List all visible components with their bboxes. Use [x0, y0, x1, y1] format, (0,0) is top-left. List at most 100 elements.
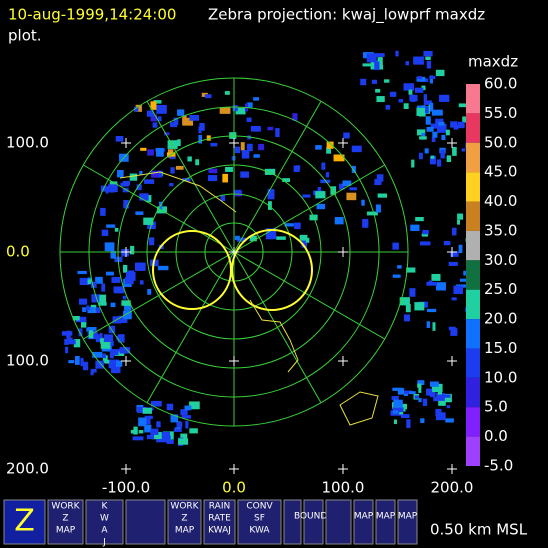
echo	[64, 338, 69, 345]
colorbar-label: 60.0	[484, 75, 517, 93]
echo	[177, 139, 181, 147]
echo	[173, 117, 179, 125]
echo	[321, 162, 326, 170]
echo	[139, 193, 149, 201]
echo	[441, 134, 446, 141]
echo	[182, 178, 191, 182]
echo	[80, 357, 84, 367]
echo	[457, 213, 464, 220]
echo	[452, 146, 457, 156]
title-line2: plot.	[8, 27, 42, 45]
echo	[418, 152, 423, 160]
datetime: 10-aug-1999,14:24:00	[8, 6, 176, 24]
y-axis-label: 100.0	[6, 134, 49, 152]
echo	[105, 186, 109, 194]
echo	[366, 211, 378, 216]
toolbar-button[interactable]	[397, 499, 418, 545]
button-label: Z	[14, 504, 35, 539]
echo	[457, 121, 465, 129]
toolbar-button[interactable]	[203, 499, 236, 545]
echo	[403, 103, 409, 109]
echo	[170, 167, 175, 174]
button-label: RATE	[208, 514, 231, 524]
echo	[419, 241, 431, 246]
echo	[110, 302, 116, 308]
toolbar-button[interactable]	[353, 499, 374, 545]
echo	[422, 398, 428, 406]
toolbar-button[interactable]	[325, 499, 352, 545]
echo	[392, 410, 399, 414]
echo	[431, 383, 443, 393]
toolbar-button[interactable]	[303, 499, 324, 545]
echo	[399, 297, 410, 306]
radial	[146, 101, 235, 253]
echo	[430, 381, 439, 387]
echo	[375, 204, 381, 213]
echo	[79, 278, 90, 286]
colorbar: 60.0 55.0 50.0 45.0 40.0 35.0 30.0 25.0 20.0 15.0…	[466, 75, 517, 475]
echo	[404, 314, 411, 322]
button-label: WORK	[170, 502, 199, 512]
echo	[189, 428, 198, 434]
echo	[157, 116, 162, 122]
echo	[130, 245, 135, 255]
echo	[121, 248, 129, 257]
echo	[425, 56, 431, 61]
echo	[95, 307, 101, 314]
echo	[459, 278, 468, 282]
echo	[99, 332, 103, 340]
toolbar-button[interactable]	[167, 499, 202, 545]
radial	[233, 251, 322, 403]
echo	[234, 146, 241, 154]
echo	[187, 156, 192, 162]
echo	[436, 392, 445, 401]
colorbar-label: 45.0	[484, 163, 517, 181]
echo	[104, 242, 115, 252]
echo	[429, 75, 433, 84]
echo	[220, 195, 226, 202]
echo	[391, 396, 399, 400]
button-label: WORK	[51, 502, 80, 512]
echo	[108, 326, 113, 334]
echo	[134, 262, 146, 271]
toolbar-button[interactable]	[237, 499, 282, 545]
toolbar-button[interactable]	[125, 499, 166, 545]
echo	[181, 415, 192, 419]
colorbar-label: 50.0	[484, 133, 517, 151]
toolbar-button[interactable]	[85, 499, 124, 545]
echo	[156, 439, 167, 443]
echo	[425, 105, 429, 114]
echo	[124, 277, 134, 285]
colorbar-label: 20.0	[484, 310, 517, 328]
echo	[249, 235, 257, 242]
echo	[250, 125, 261, 132]
echo	[392, 274, 401, 278]
echo	[406, 267, 416, 273]
echo	[135, 104, 142, 112]
radial	[233, 101, 322, 253]
radar-echoes	[61, 50, 477, 446]
toolbar-button[interactable]	[3, 499, 46, 545]
echo	[420, 418, 425, 424]
echo	[375, 88, 381, 93]
echo	[436, 123, 447, 133]
echo	[377, 57, 383, 67]
echo	[146, 434, 155, 440]
echo	[108, 359, 119, 369]
button-label: MAP	[354, 512, 374, 522]
echo	[440, 149, 445, 159]
echo	[246, 143, 253, 152]
color-swatch	[466, 84, 480, 114]
echo	[195, 159, 200, 166]
echo	[233, 189, 242, 193]
toolbar-button[interactable]	[47, 499, 84, 545]
echo	[419, 136, 427, 140]
toolbar-button[interactable]	[283, 499, 302, 545]
echo	[422, 229, 429, 235]
echo	[157, 265, 169, 271]
echo	[450, 328, 458, 336]
echo	[148, 237, 155, 246]
toolbar-button[interactable]	[375, 499, 396, 545]
echo	[453, 285, 463, 295]
